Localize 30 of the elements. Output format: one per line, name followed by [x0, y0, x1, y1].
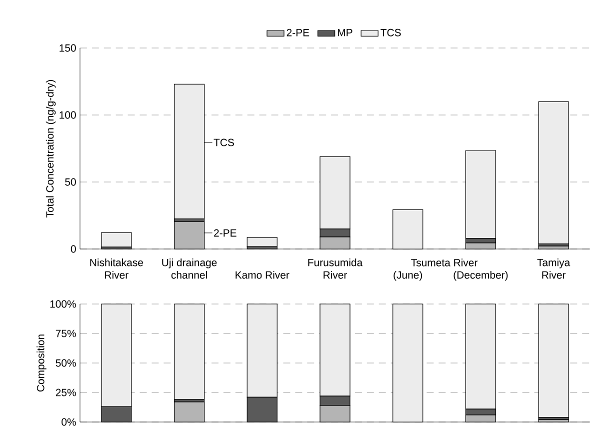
bar: [174, 304, 205, 400]
y-tick-label: 0: [70, 245, 76, 253]
x-tick-label: (December): [454, 271, 508, 281]
text: Tsumeta River: [411, 258, 478, 266]
x-tick-label: (June): [394, 271, 422, 281]
annotation: 2-PE: [214, 229, 236, 237]
bar: [101, 232, 132, 248]
y-tick-label: 50: [65, 178, 76, 186]
legend-label: TCS: [380, 28, 401, 36]
bar: [538, 101, 569, 244]
legend-label: MP: [338, 28, 352, 36]
bar: [246, 237, 278, 248]
y-tick-label: 150: [60, 44, 76, 52]
annotation: TCS: [214, 138, 234, 146]
bar: [465, 150, 496, 239]
y-tick-label: 75%: [56, 330, 76, 338]
legend-label: 2-PE: [286, 28, 310, 36]
bar: [538, 304, 569, 418]
y-tick-label: 50%: [56, 359, 76, 367]
x-tick-label: Furusumida River: [308, 258, 363, 279]
y-tick-label: 100%: [50, 300, 76, 308]
y-axis-title: Total Concentration (ng/g-dry): [46, 80, 56, 218]
x-tick-label: Kamo River: [236, 271, 290, 279]
x-tick-label: Tamiya River: [537, 258, 570, 279]
x-tick-label: Uji drainage channel: [162, 258, 217, 279]
y-axis-title: Composition: [36, 334, 46, 392]
x-tick-label: Nishitakase River: [90, 258, 143, 279]
y-tick-label: 100: [60, 111, 76, 119]
y-tick-label: 25%: [56, 388, 76, 396]
y-tick-label: 0%: [62, 418, 76, 426]
